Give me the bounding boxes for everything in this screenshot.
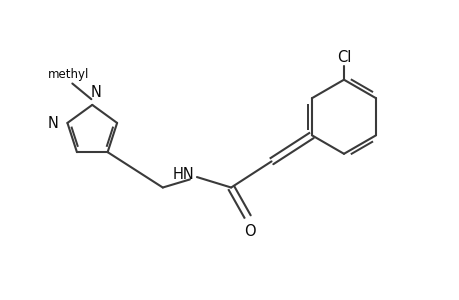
Text: N: N — [48, 116, 59, 131]
Text: Cl: Cl — [336, 50, 350, 64]
Text: methyl: methyl — [48, 68, 89, 81]
Text: HN: HN — [173, 167, 194, 182]
Text: O: O — [244, 224, 255, 239]
Text: N: N — [90, 85, 101, 100]
